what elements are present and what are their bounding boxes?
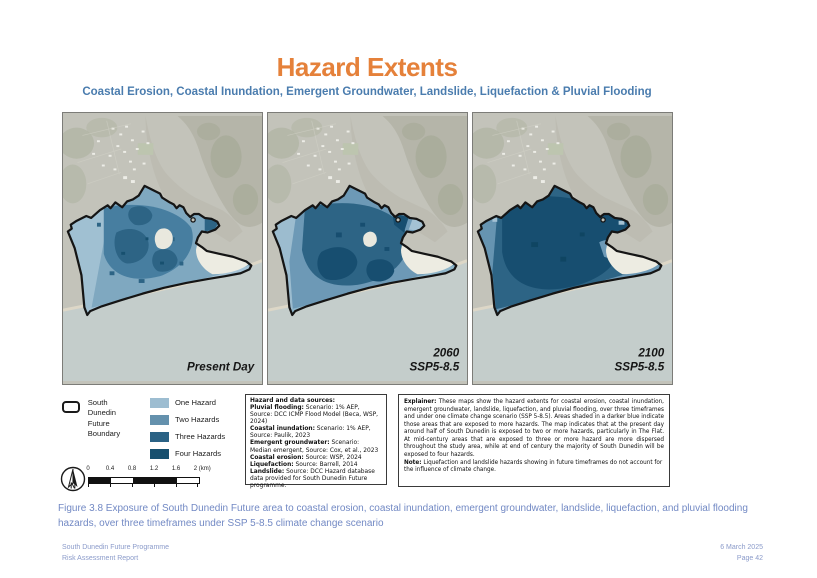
source-entry: Landslide: Source: DCC Hazard database d…: [250, 468, 375, 489]
figure-caption: Figure 3.8 Exposure of South Dunedin Fut…: [58, 503, 748, 529]
svg-text:N: N: [70, 482, 76, 491]
three-hazards-swatch: [150, 431, 169, 442]
source-entry: Liquefaction: Source: Barrell, 2014: [250, 461, 358, 468]
north-arrow-icon: N: [60, 466, 86, 492]
boundary-hole: [600, 217, 606, 223]
legend-item-four-hazards: Four Hazards: [150, 445, 270, 462]
source-entry: Coastal erosion: Source: WSP, 2024: [250, 454, 362, 461]
explainer-note: Note: Liquefaction and landslide hazards…: [404, 459, 663, 474]
map-2100: 2100 SSP5-8.5: [472, 112, 673, 385]
map-label-present-day: Present Day: [187, 360, 255, 373]
map-label-2060-year: 2060: [432, 347, 459, 360]
map-2060-svg: 2060 SSP5-8.5: [268, 114, 467, 383]
page-subtitle: Coastal Erosion, Coastal Inundation, Eme…: [82, 86, 652, 98]
data-sources-box: Hazard and data sources: Pluvial floodin…: [245, 394, 387, 489]
map-label-2100-year: 2100: [637, 347, 664, 360]
explainer-text: Explainer: These maps show the hazard ex…: [404, 399, 664, 459]
boundary-legend-label: South Dunedin Future Boundary: [87, 398, 121, 438]
four-hazards-swatch: [150, 448, 169, 459]
explainer-box: Explainer: These maps show the hazard ex…: [398, 394, 670, 487]
map-present-day: Present Day: [62, 112, 263, 385]
north-arrow: N: [60, 466, 86, 497]
scale-ticks: [88, 483, 198, 488]
two-hazards-swatch: [150, 414, 169, 425]
boundary-outline-icon: [62, 401, 80, 413]
boundary-hole: [190, 217, 196, 223]
one-hazard-swatch: [150, 397, 169, 408]
scale-bar: 0 0.4 0.8 1.2 1.6 2 (km): [86, 466, 211, 488]
scale-bar-segments: [88, 477, 200, 484]
boundary-hole: [395, 217, 401, 223]
page-footer: South Dunedin Future Programme Risk Asse…: [62, 543, 763, 564]
page-title: Hazard Extents: [276, 52, 458, 82]
source-entry: Emergent groundwater: Scenario: Median e…: [250, 440, 379, 454]
legend-item-one-hazard: One Hazard: [150, 394, 270, 411]
source-entry: Pluvial flooding: Scenario: 1% AEP, Sour…: [250, 405, 379, 426]
source-entry: Coastal inundation: Scenario: 1% AEP, So…: [250, 426, 371, 440]
footer-right: 6 March 2025 Page 42: [720, 544, 763, 562]
map-label-2100-scenario: SSP5-8.5: [614, 360, 664, 373]
map-2060: 2060 SSP5-8.5: [267, 112, 468, 385]
legend-item-three-hazards: Three Hazards: [150, 428, 270, 445]
sources-heading: Hazard and data sources:: [250, 398, 335, 404]
hazard-swatches: One Hazard Two Hazards Three Hazards Fou…: [150, 394, 270, 462]
legend-item-two-hazards: Two Hazards: [150, 411, 270, 428]
map-label-2060-scenario: SSP5-8.5: [409, 360, 459, 373]
maps-row: Present Day: [62, 112, 674, 385]
boundary-legend-row: South Dunedin Future Boundary: [62, 398, 127, 439]
footer-left: South Dunedin Future Programme Risk Asse…: [62, 544, 169, 562]
map-2100-svg: 2100 SSP5-8.5: [473, 114, 672, 383]
map-present-day-svg: Present Day: [63, 114, 262, 383]
scale-labels: 0 0.4 0.8 1.2 1.6 2 (km): [86, 466, 211, 472]
